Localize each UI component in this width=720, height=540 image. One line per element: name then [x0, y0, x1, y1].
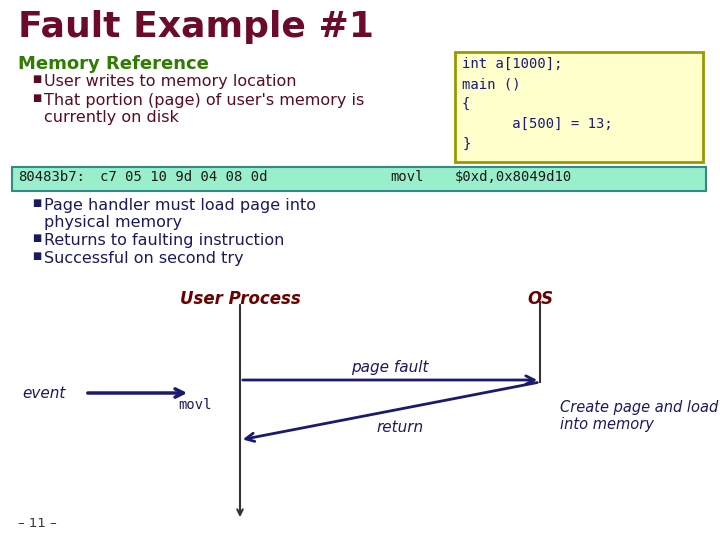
Text: User writes to memory location: User writes to memory location: [44, 74, 297, 89]
Text: physical memory: physical memory: [44, 215, 182, 230]
Text: $0xd,0x8049d10: $0xd,0x8049d10: [455, 170, 572, 184]
Text: into memory: into memory: [560, 417, 654, 432]
Text: OS: OS: [527, 290, 553, 308]
Text: event: event: [22, 386, 66, 401]
Text: int a[1000];
main ()
{
      a[500] = 13;
}: int a[1000]; main () { a[500] = 13; }: [462, 57, 613, 151]
Text: ■: ■: [32, 251, 41, 261]
FancyBboxPatch shape: [12, 167, 706, 191]
Text: movl: movl: [179, 398, 212, 412]
Text: That portion (page) of user's memory is: That portion (page) of user's memory is: [44, 93, 364, 108]
Text: currently on disk: currently on disk: [44, 110, 179, 125]
Text: Returns to faulting instruction: Returns to faulting instruction: [44, 233, 284, 248]
Text: page fault: page fault: [351, 360, 428, 375]
Text: ■: ■: [32, 93, 41, 103]
Text: ■: ■: [32, 198, 41, 208]
Text: Fault Example #1: Fault Example #1: [18, 10, 374, 44]
Text: User Process: User Process: [179, 290, 300, 308]
Text: – 11 –: – 11 –: [18, 517, 57, 530]
Text: ■: ■: [32, 233, 41, 243]
Text: 80483b7:: 80483b7:: [18, 170, 85, 184]
Text: return: return: [377, 420, 423, 435]
Text: movl: movl: [390, 170, 423, 184]
Text: Successful on second try: Successful on second try: [44, 251, 243, 266]
FancyBboxPatch shape: [455, 52, 703, 162]
Text: Page handler must load page into: Page handler must load page into: [44, 198, 316, 213]
Text: Memory Reference: Memory Reference: [18, 55, 209, 73]
Text: c7 05 10 9d 04 08 0d: c7 05 10 9d 04 08 0d: [100, 170, 268, 184]
Text: ■: ■: [32, 74, 41, 84]
Text: Create page and load: Create page and load: [560, 400, 719, 415]
